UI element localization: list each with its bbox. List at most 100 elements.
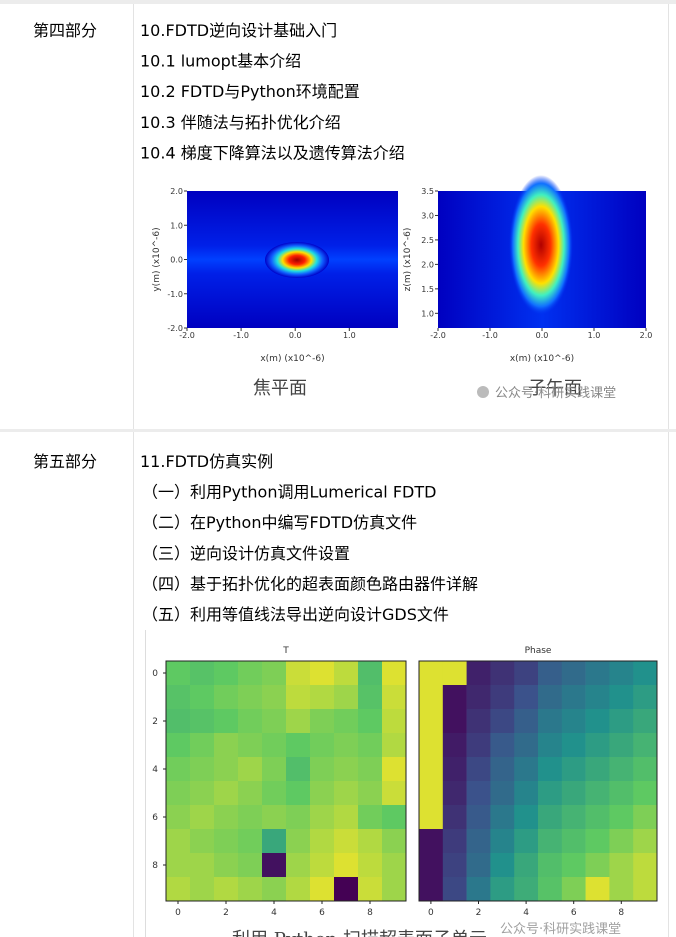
heatmap-cell	[334, 709, 359, 734]
heatmap-cell	[561, 733, 586, 758]
heatmap-cell	[334, 685, 359, 710]
heatmap-cell	[585, 685, 610, 710]
content: 第四部分 10.FDTD逆向设计基础入门 10.1 lumopt基本介绍 10.2 F…	[33, 21, 658, 937]
figure-caption: 焦平面	[253, 378, 307, 399]
heatmap-cell	[286, 781, 311, 806]
heatmap-cell	[382, 757, 407, 782]
heatmap-cell	[490, 853, 515, 878]
heatmap-cell	[238, 829, 263, 854]
heatmap-cell	[538, 757, 563, 782]
heatmap-cell	[286, 757, 311, 782]
heatmap-cell	[286, 805, 311, 830]
heatmap-cell	[382, 805, 407, 830]
outline-item: 10.1 lumopt基本介绍	[140, 52, 301, 71]
section-label: 第五部分	[33, 452, 97, 471]
y-tick-label: 8	[152, 861, 158, 871]
heatmap-cell	[238, 733, 263, 758]
heatmap-cell	[466, 757, 491, 782]
x-tick-label: 8	[367, 908, 373, 918]
heatmap-cell	[442, 829, 467, 854]
heatmap-cell	[466, 805, 491, 830]
heatmap-cell	[466, 685, 491, 710]
heatmap-cell	[419, 709, 444, 734]
heatmap-cell	[214, 757, 239, 782]
plot-frame	[418, 660, 658, 902]
heatmap-cell	[334, 757, 359, 782]
heatmap-cell	[490, 685, 515, 710]
heatmap-cell	[514, 805, 539, 830]
y-tick-label: 2.5	[421, 236, 434, 245]
heatmap-cell	[214, 805, 239, 830]
heatmap-cell	[514, 661, 539, 686]
heatmap-cell	[358, 685, 383, 710]
heatmap-cell	[466, 877, 491, 902]
heatmap-cell	[214, 853, 239, 878]
heatmap-cell	[442, 853, 467, 878]
x-tick-label: 0	[428, 908, 434, 918]
heatmap-cell	[585, 853, 610, 878]
y-tick-label: 2	[152, 717, 158, 727]
heatmap-cell	[490, 733, 515, 758]
heatmap-cell	[585, 661, 610, 686]
plot-title: Phase	[525, 646, 552, 656]
heatmap-cell	[609, 733, 634, 758]
heatmap-cell	[419, 781, 444, 806]
heatmap-cell	[442, 805, 467, 830]
heatmap-cell	[334, 805, 359, 830]
heatmap-cell	[166, 733, 191, 758]
heatmap-cell	[490, 709, 515, 734]
x-tick-label: -2.0	[179, 331, 195, 340]
heatmap-cell	[561, 805, 586, 830]
heatmap-cell	[310, 853, 335, 878]
heatmap-cell	[238, 685, 263, 710]
heatmap-cell	[419, 661, 444, 686]
heatmap-cell	[633, 733, 658, 758]
heatmap-cell	[633, 685, 658, 710]
x-tick-label: 4	[271, 908, 277, 918]
heatmap-cell	[166, 685, 191, 710]
heatmap-cell	[609, 805, 634, 830]
heatmap-cell	[214, 877, 239, 902]
x-tick-label: 0	[175, 908, 181, 918]
heatmap-cell	[514, 781, 539, 806]
heatmap-cell	[442, 661, 467, 686]
heatmap-cell	[442, 709, 467, 734]
heatmap-cell	[609, 829, 634, 854]
plot-frame	[165, 660, 407, 902]
heatmap-cell	[334, 781, 359, 806]
heatmap-cell	[382, 709, 407, 734]
heatmap-cell	[262, 661, 287, 686]
heatmap-cell	[609, 661, 634, 686]
x-tick-label: 1.0	[343, 331, 356, 340]
x-tick-label: -1.0	[482, 331, 498, 340]
heatmap-cell	[310, 877, 335, 902]
x-tick-label: -1.0	[233, 331, 249, 340]
y-tick-label: -1.0	[167, 290, 183, 299]
y-tick-label: 2.0	[421, 260, 434, 269]
heatmap-cell	[561, 877, 586, 902]
heatmap-cell	[262, 829, 287, 854]
heatmap-cell	[214, 781, 239, 806]
heatmap-cell	[538, 877, 563, 902]
heatmap-cell	[310, 829, 335, 854]
heatmap-cell	[310, 757, 335, 782]
heatmap-cell	[382, 685, 407, 710]
heatmap-cell	[214, 709, 239, 734]
heatmap-cell	[382, 877, 407, 902]
heatmap-cell	[442, 733, 467, 758]
heatmap-cell	[238, 661, 263, 686]
heatmap-cell	[442, 757, 467, 782]
heatmap-cell	[514, 709, 539, 734]
heatmap-cell	[358, 853, 383, 878]
heatmap-cell	[633, 805, 658, 830]
heatmap-cell	[310, 661, 335, 686]
heatmap-cell	[358, 829, 383, 854]
heatmap-cell	[538, 661, 563, 686]
x-tick-label: 2.0	[640, 331, 653, 340]
heatmap-cell	[514, 733, 539, 758]
heatmap-cell	[190, 829, 215, 854]
heatmap-cell	[609, 709, 634, 734]
heatmap-cell	[190, 781, 215, 806]
